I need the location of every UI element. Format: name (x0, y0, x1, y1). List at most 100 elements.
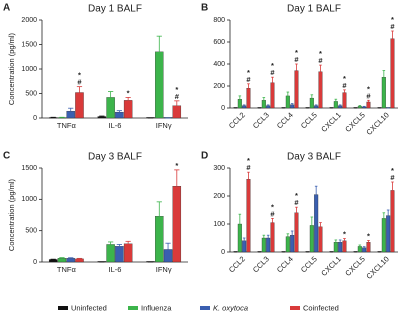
significance-mark: * (295, 48, 298, 57)
bar (172, 105, 182, 119)
significance-mark: # (318, 56, 323, 65)
bar (115, 111, 124, 119)
bar (362, 106, 367, 109)
x-tick-label: CXCL1 (319, 110, 342, 133)
bar (75, 258, 84, 263)
panel-letter: A (3, 3, 10, 14)
bar (318, 71, 323, 109)
x-tick-label: CCL2 (227, 110, 247, 130)
y-tick-label: 800 (213, 17, 225, 24)
x-tick-label: CCL5 (299, 254, 319, 274)
y-tick-label: 1500 (21, 165, 37, 172)
y-tick-label: 300 (213, 165, 225, 172)
x-tick-label: IFNγ (156, 265, 172, 274)
bar (97, 116, 107, 119)
y-tick-label: 500 (25, 90, 37, 97)
bar (66, 110, 75, 119)
bar (115, 246, 124, 263)
significance-mark: # (246, 163, 251, 172)
legend-label: Influenza (141, 303, 172, 312)
bar (338, 242, 343, 253)
bar (237, 223, 242, 253)
bar (155, 51, 164, 119)
y-tick-label: 400 (213, 61, 225, 68)
significance-mark: * (78, 71, 81, 80)
significance-mark: * (295, 191, 298, 200)
y-axis-label: Concentration (pg/ml) (7, 178, 16, 251)
y-tick-label: 100 (213, 221, 225, 228)
significance-mark: * (319, 49, 322, 58)
x-tick-label: CCL2 (227, 254, 247, 274)
y-tick-label: 0 (33, 259, 37, 266)
bar (290, 104, 295, 109)
bar (270, 222, 275, 253)
bar (390, 190, 395, 253)
bar (106, 244, 115, 263)
bar (261, 237, 266, 253)
bar (390, 38, 395, 109)
bar (242, 105, 247, 109)
significance-mark: # (366, 91, 371, 100)
bar (333, 101, 338, 109)
bar (318, 226, 323, 253)
significance-mark: * (127, 88, 130, 97)
legend-swatch (290, 306, 300, 310)
bar (163, 249, 173, 263)
legend-label: Coinfected (303, 303, 339, 312)
chart-title: Day 1 BALF (287, 4, 341, 15)
significance-mark: # (246, 75, 251, 84)
x-tick-label: TNFα (57, 121, 77, 130)
y-tick-label: 200 (213, 193, 225, 200)
bar (357, 106, 362, 109)
bar (342, 92, 347, 109)
bar (66, 258, 75, 263)
x-tick-label: CCL4 (275, 110, 295, 130)
y-tick-label: 2000 (21, 17, 37, 24)
x-tick-label: CXCL10 (364, 110, 390, 136)
significance-mark: # (342, 81, 347, 90)
significance-mark: * (271, 202, 274, 211)
x-tick-label: CCL3 (251, 254, 271, 274)
bar (285, 236, 290, 253)
x-tick-label: CCL4 (275, 254, 295, 274)
x-tick-label: CXCL1 (319, 254, 342, 277)
legend-swatch (128, 306, 138, 310)
significance-mark: * (247, 68, 250, 77)
bar (381, 218, 386, 253)
significance-mark: * (175, 85, 178, 94)
significance-mark: * (175, 161, 178, 170)
x-tick-label: IFNγ (156, 121, 172, 130)
legend-item: Influenza (128, 303, 172, 312)
bar (333, 242, 338, 253)
legend-label: Uninfected (71, 303, 107, 312)
x-tick-label: IL-6 (109, 265, 122, 274)
bar (338, 105, 343, 109)
bar (57, 258, 67, 263)
x-tick-label: TNFα (57, 265, 77, 274)
significance-mark: # (390, 22, 395, 31)
significance-mark: * (343, 230, 346, 239)
y-tick-label: 200 (213, 83, 225, 90)
significance-mark: # (390, 173, 395, 182)
significance-mark: # (270, 68, 275, 77)
y-axis-label: Concentration (pg/ml) (7, 32, 16, 105)
bar (246, 88, 251, 109)
bar (386, 215, 391, 253)
significance-mark: # (77, 78, 82, 87)
panel-letter: D (201, 151, 208, 162)
bar (155, 216, 164, 263)
bar (123, 243, 133, 263)
y-tick-label: 1000 (21, 66, 37, 73)
significance-mark: # (294, 55, 299, 64)
panel-letter: C (3, 151, 10, 162)
legend-swatch (200, 306, 210, 310)
bar (314, 105, 319, 109)
significance-mark: * (391, 15, 394, 24)
bar (246, 179, 251, 253)
x-tick-label: CXCL10 (364, 254, 390, 280)
bar (294, 212, 299, 253)
chart-title: Day 3 BALF (88, 152, 142, 163)
significance-mark: * (367, 84, 370, 93)
bar (266, 105, 271, 109)
